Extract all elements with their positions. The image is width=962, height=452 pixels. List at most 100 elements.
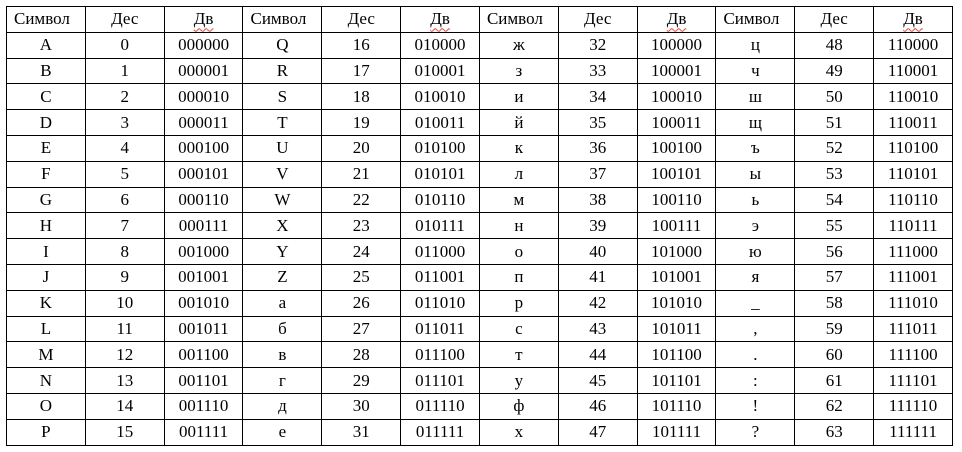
decimal-cell: 54 [794, 186, 875, 214]
binary-cell: 101100 [636, 341, 717, 369]
decimal-cell: 27 [321, 315, 402, 343]
binary-cell: 010110 [400, 186, 480, 214]
decimal-cell: 8 [84, 238, 165, 265]
decimal-cell: 45 [557, 367, 638, 394]
symbol-cell: X [242, 212, 323, 240]
symbol-cell: г [242, 367, 323, 394]
symbol-cell: х [478, 418, 559, 446]
decimal-cell: 59 [794, 315, 875, 343]
decimal-cell: 38 [557, 186, 638, 214]
table-row: B 1 000001 R 17 010001 з 33 100001 ч 49 110001 [6, 57, 953, 85]
symbol-cell: N [6, 367, 86, 394]
binary-cell: 100100 [636, 134, 717, 162]
decimal-cell: 11 [84, 315, 165, 343]
decimal-cell: 22 [321, 186, 402, 214]
symbol-cell: ц [715, 31, 796, 59]
binary-cell: 101000 [636, 238, 717, 265]
symbol-cell: ф [478, 392, 559, 420]
symbol-cell: а [242, 289, 323, 317]
symbol-cell: ш [715, 83, 796, 111]
decimal-cell: 41 [557, 263, 638, 291]
decimal-cell: 34 [557, 83, 638, 111]
decimal-cell: 23 [321, 212, 402, 240]
symbol-cell: е [242, 418, 323, 446]
symbol-cell: у [478, 367, 559, 394]
binary-cell: 001111 [163, 418, 244, 446]
binary-cell: 011110 [400, 392, 480, 420]
decimal-cell: 63 [794, 418, 875, 446]
decimal-cell: 15 [84, 418, 165, 446]
binary-cell: 011010 [400, 289, 480, 317]
decimal-cell: 19 [321, 109, 402, 136]
symbol-cell: W [242, 186, 323, 214]
decimal-cell: 52 [794, 134, 875, 162]
binary-cell: 011101 [400, 367, 480, 394]
symbol-cell: D [6, 109, 86, 136]
table-row: O 14 001110 д 30 011110 ф 46 101110! 62 111110 [6, 392, 953, 420]
binary-cell: 001101 [163, 367, 244, 394]
binary-cell: 100001 [636, 57, 717, 85]
header-symbol: Символ [715, 6, 796, 33]
binary-cell: 101011 [636, 315, 717, 343]
decimal-cell: 16 [321, 31, 402, 59]
binary-cell: 001110 [163, 392, 244, 420]
decimal-cell: 31 [321, 418, 402, 446]
symbol-cell: Y [242, 238, 323, 265]
binary-cell: 111110 [873, 392, 953, 420]
binary-cell: 000100 [163, 134, 244, 162]
binary-cell: 000110 [163, 186, 244, 214]
binary-cell: 111100 [873, 341, 953, 369]
symbol-cell: F [6, 160, 86, 188]
symbol-cell: ы [715, 160, 796, 188]
decimal-cell: 2 [84, 83, 165, 111]
symbol-cell: L [6, 315, 86, 343]
decimal-cell: 44 [557, 341, 638, 369]
symbol-cell: э [715, 212, 796, 240]
decimal-cell: 49 [794, 57, 875, 85]
decimal-cell: 42 [557, 289, 638, 317]
header-bin: Дв [400, 6, 480, 33]
binary-cell: 110110 [873, 186, 953, 214]
decimal-cell: 58 [794, 289, 875, 317]
header-symbol: Символ [242, 6, 323, 33]
binary-cell: 110000 [873, 31, 953, 59]
table-row: J 9 001001 Z 25 011001 п 41 101001 я 57 111001 [6, 263, 953, 291]
binary-cell: 010101 [400, 160, 480, 188]
symbol-cell: т [478, 341, 559, 369]
decimal-cell: 1 [84, 57, 165, 85]
binary-cell: 110101 [873, 160, 953, 188]
symbol-cell: P [6, 418, 86, 446]
symbol-cell: J [6, 263, 86, 291]
symbol-cell: R [242, 57, 323, 85]
header-bin: Дв [163, 6, 244, 33]
symbol-cell: й [478, 109, 559, 136]
decimal-cell: 10 [84, 289, 165, 317]
symbol-cell: . [715, 341, 796, 369]
decimal-cell: 36 [557, 134, 638, 162]
symbol-cell: K [6, 289, 86, 317]
decimal-cell: 61 [794, 367, 875, 394]
table-body: A 0 000000 Q 16 010000 ж 32 100000 ц 48 110000 B 1 000… [6, 31, 953, 446]
binary-cell: 110011 [873, 109, 953, 136]
symbol-cell: щ [715, 109, 796, 136]
table-row: E 4 000100 U 20 010100 к 36 100100 ъ 52 110100 [6, 134, 953, 162]
decimal-cell: 40 [557, 238, 638, 265]
decimal-cell: 21 [321, 160, 402, 188]
symbol-cell: H [6, 212, 86, 240]
binary-cell: 010100 [400, 134, 480, 162]
symbol-cell: U [242, 134, 323, 162]
symbol-cell: , [715, 315, 796, 343]
decimal-cell: 33 [557, 57, 638, 85]
symbol-cell: ч [715, 57, 796, 85]
decimal-cell: 43 [557, 315, 638, 343]
decimal-cell: 6 [84, 186, 165, 214]
symbol-cell: ! [715, 392, 796, 420]
table-row: I 8 001000 Y 24 011000 о 40 101000 ю 56 111000 [6, 238, 953, 265]
binary-cell: 100000 [636, 31, 717, 59]
binary-cell: 001001 [163, 263, 244, 291]
header-symbol: Символ [6, 6, 86, 33]
binary-cell: 001000 [163, 238, 244, 265]
binary-cell: 011100 [400, 341, 480, 369]
binary-cell: 010111 [400, 212, 480, 240]
decimal-cell: 48 [794, 31, 875, 59]
